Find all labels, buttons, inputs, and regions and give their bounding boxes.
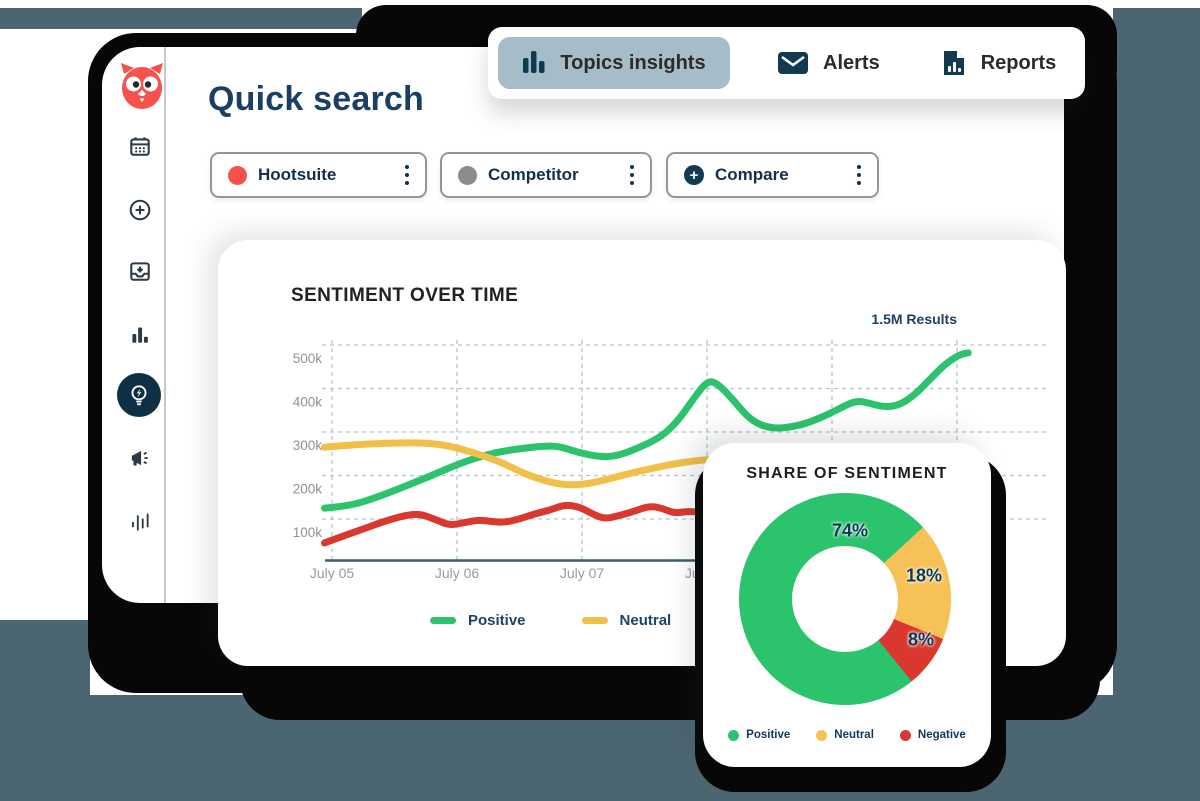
sidebar-item-analytics[interactable] — [127, 321, 153, 347]
filter-label: Competitor — [488, 165, 579, 184]
sidebar-item-amplify[interactable] — [127, 445, 153, 471]
legend-neutral: Neutral — [816, 729, 874, 741]
donut-legend: Positive Neutral Negative — [703, 729, 991, 741]
sidebar-item-listening[interactable] — [117, 373, 161, 417]
results-count: 1.5M Results — [871, 311, 957, 327]
svg-text:July 07: July 07 — [560, 565, 605, 581]
topnav-bar: Topics insights Alerts Reports — [488, 27, 1085, 99]
svg-text:400k: 400k — [293, 395, 323, 410]
kebab-menu-icon[interactable] — [630, 165, 634, 185]
legend-neutral: Neutral — [581, 612, 671, 629]
competitor-color-dot — [458, 165, 477, 185]
tab-topics-insights[interactable]: Topics insights — [498, 37, 730, 89]
filter-label: Hootsuite — [258, 165, 337, 184]
svg-text:July 06: July 06 — [435, 565, 480, 581]
donut-title: SHARE OF SENTIMENT — [746, 465, 948, 482]
neutral-swatch — [581, 617, 608, 624]
neutral-percent-label: 18% — [905, 565, 943, 586]
plus-circle-icon — [129, 199, 151, 221]
positive-percent-label: 74% — [831, 520, 869, 541]
inbox-icon — [130, 262, 150, 281]
tab-alerts[interactable]: Alerts — [778, 52, 880, 75]
filter-compare[interactable]: + Compare — [666, 152, 879, 198]
filter-label: Compare — [715, 165, 789, 184]
line-chart-legend: Positive Neutral — [430, 612, 671, 629]
svg-text:100k: 100k — [293, 525, 323, 540]
bar-chart-icon — [132, 327, 148, 343]
svg-text:July 05: July 05 — [310, 565, 355, 581]
svg-text:200k: 200k — [293, 482, 323, 497]
chart-title: SENTIMENT OVER TIME — [291, 285, 519, 306]
tab-reports[interactable]: Reports — [942, 49, 1057, 77]
bar-chart-icon — [523, 51, 545, 73]
megaphone-icon — [131, 450, 148, 466]
sidebar-item-calendar[interactable] — [127, 133, 153, 159]
sidebar-divider — [164, 47, 166, 603]
background-panel-right — [1113, 8, 1200, 801]
donut-hole — [792, 546, 898, 652]
hootsuite-owl-logo[interactable] — [120, 62, 164, 110]
plus-circle-icon: + — [684, 165, 704, 185]
legend-positive: Positive — [728, 729, 790, 741]
tab-label: Topics insights — [560, 51, 706, 74]
tab-label: Reports — [980, 51, 1057, 74]
background-panel-bottom-left — [0, 620, 90, 710]
page-title: Quick search — [208, 80, 424, 118]
filter-hootsuite[interactable]: Hootsuite — [210, 152, 427, 198]
sidebar-item-compose[interactable] — [127, 197, 153, 223]
lightbulb-icon — [131, 385, 147, 406]
sidebar-item-inbox[interactable] — [127, 258, 153, 284]
kebab-menu-icon[interactable] — [857, 165, 861, 185]
equalizer-icon — [131, 513, 149, 531]
legend-negative: Negative — [899, 729, 966, 741]
hootsuite-color-dot — [228, 165, 247, 185]
svg-text:300k: 300k — [293, 438, 323, 453]
filter-competitor[interactable]: Competitor — [440, 152, 652, 198]
report-icon — [943, 51, 964, 75]
sidebar-item-streams[interactable] — [127, 508, 153, 534]
envelope-icon — [778, 52, 808, 74]
calendar-icon — [130, 137, 150, 156]
positive-swatch — [430, 617, 456, 624]
svg-text:500k: 500k — [293, 351, 323, 366]
sentiment-line-plot: 100k 200k 300k 400k 500k July 05 July 06 July 0… — [293, 340, 1050, 581]
share-of-sentiment-card: SHARE OF SENTIMENT 74% 18% 8% Positive N… — [703, 443, 991, 767]
kebab-menu-icon[interactable] — [405, 165, 409, 185]
tab-label: Alerts — [823, 51, 880, 74]
legend-positive: Positive — [430, 612, 526, 629]
background-strip-top — [0, 8, 362, 29]
negative-percent-label: 8% — [907, 629, 935, 650]
